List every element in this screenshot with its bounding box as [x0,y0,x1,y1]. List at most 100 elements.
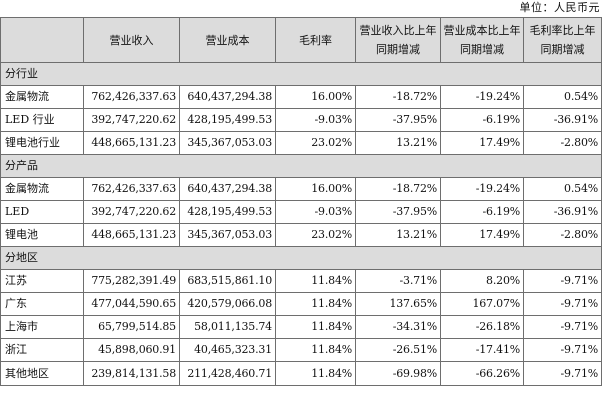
table-row: 锂电池行业 448,665,131.23 345,367,053.03 23.02% 1… [0,131,602,155]
table-cell: -17.41% [440,338,524,362]
table-cell: -18.72% [355,177,441,201]
row-label: 其他地区 [0,361,84,386]
revenue-table: 营业收入 营业成本 毛利率 营业收入比上年同期增减 营业成本比上年同期增减 毛利… [0,17,602,386]
table-cell: -2.80% [523,223,602,247]
table-cell: -9.71% [523,338,602,362]
table-row: LED 行业 392,747,220.62 428,195,499.53 -9.03%… [0,108,602,132]
table-row: 浙江 45,898,060.91 40,465,323.31 11.84% -26.51… [0,338,602,362]
table-cell: -6.19% [440,200,524,224]
table-cell: 448,665,131.23 [83,223,180,247]
table-cell: 11.84% [275,338,356,362]
table-cell: 239,814,131.58 [83,361,180,386]
table-cell: 40,465,323.31 [179,338,276,362]
section-title: 分地区 [0,246,602,270]
section-title: 分产品 [0,154,602,178]
table-cell: -9.03% [275,108,356,132]
table-cell: 167.07% [440,292,524,316]
table-cell: 392,747,220.62 [83,108,180,132]
table-cell: 211,428,460.71 [179,361,276,386]
table-cell: -66.26% [440,361,524,386]
table-cell: -2.80% [523,131,602,155]
section-title: 分行业 [0,62,602,86]
table-cell: 775,282,391.49 [83,269,180,293]
table-cell: 0.54% [523,85,602,109]
table-cell: -19.24% [440,177,524,201]
section-row: 分地区 [0,246,602,270]
row-label: LED [0,200,84,224]
table-cell: 392,747,220.62 [83,200,180,224]
table-cell: 137.65% [355,292,441,316]
table-cell: 428,195,499.53 [179,200,276,224]
header-cell: 毛利率 [275,17,356,63]
table-cell: 16.00% [275,85,356,109]
table-cell: 45,898,060.91 [83,338,180,362]
section-row: 分行业 [0,62,602,86]
unit-label: 单位：人民币元 [519,1,600,14]
table-cell: 13.21% [355,223,441,247]
table-cell: -37.95% [355,108,441,132]
table-cell: 11.84% [275,292,356,316]
table-cell: 683,515,861.10 [179,269,276,293]
table-row: 江苏 775,282,391.49 683,515,861.10 11.84% -3.7… [0,269,602,293]
table-cell: -19.24% [440,85,524,109]
table-row: 广东 477,044,590.65 420,579,066.08 11.84% 137.… [0,292,602,316]
section-row: 分产品 [0,154,602,178]
table-cell: 448,665,131.23 [83,131,180,155]
table-cell: -9.03% [275,200,356,224]
table-cell: -9.71% [523,315,602,339]
table-cell: 345,367,053.03 [179,131,276,155]
table-cell: -9.71% [523,269,602,293]
table-cell: 762,426,337.63 [83,177,180,201]
table-cell: -6.19% [440,108,524,132]
row-label: LED 行业 [0,108,84,132]
header-cell: 营业成本 [179,17,276,63]
table-row: 锂电池 448,665,131.23 345,367,053.03 23.02% 13.… [0,223,602,247]
row-label: 金属物流 [0,85,84,109]
table-cell: 477,044,590.65 [83,292,180,316]
table-cell: -34.31% [355,315,441,339]
header-cell: 毛利率比上年同期增减 [523,17,602,63]
row-label: 上海市 [0,315,84,339]
row-label: 广东 [0,292,84,316]
header-cell [0,17,84,63]
header-cell: 营业收入 [83,17,180,63]
table-header-row: 营业收入 营业成本 毛利率 营业收入比上年同期增减 营业成本比上年同期增减 毛利… [0,17,602,63]
table-cell: -26.51% [355,338,441,362]
row-label: 江苏 [0,269,84,293]
table-cell: -36.91% [523,108,602,132]
table-cell: -69.98% [355,361,441,386]
table-cell: 58,011,135.74 [179,315,276,339]
table-cell: -3.71% [355,269,441,293]
table-cell: 65,799,514.85 [83,315,180,339]
row-label: 锂电池 [0,223,84,247]
table-cell: 762,426,337.63 [83,85,180,109]
table-cell: 11.84% [275,315,356,339]
table-cell: -36.91% [523,200,602,224]
header-cell: 营业收入比上年同期增减 [355,17,441,63]
table-cell: 640,437,294.38 [179,85,276,109]
table-row: 其他地区 239,814,131.58 211,428,460.71 11.84% -6… [0,361,602,386]
table-cell: 640,437,294.38 [179,177,276,201]
table-cell: 11.84% [275,269,356,293]
table-cell: 11.84% [275,361,356,386]
table-row: 金属物流 762,426,337.63 640,437,294.38 16.00% -1… [0,85,602,109]
table-cell: -9.71% [523,361,602,386]
row-label: 金属物流 [0,177,84,201]
table-cell: 23.02% [275,223,356,247]
table-cell: 0.54% [523,177,602,201]
table-cell: -18.72% [355,85,441,109]
table-cell: 345,367,053.03 [179,223,276,247]
table-row: 上海市 65,799,514.85 58,011,135.74 11.84% -34.3… [0,315,602,339]
table-cell: 13.21% [355,131,441,155]
table-cell: 8.20% [440,269,524,293]
table-cell: -37.95% [355,200,441,224]
header-cell: 营业成本比上年同期增减 [440,17,524,63]
table-row: LED 392,747,220.62 428,195,499.53 -9.03% -37… [0,200,602,224]
table-cell: 17.49% [440,131,524,155]
table-cell: -9.71% [523,292,602,316]
table-cell: 17.49% [440,223,524,247]
table-row: 金属物流 762,426,337.63 640,437,294.38 16.00% -1… [0,177,602,201]
table-cell: 16.00% [275,177,356,201]
row-label: 锂电池行业 [0,131,84,155]
table-cell: -26.18% [440,315,524,339]
